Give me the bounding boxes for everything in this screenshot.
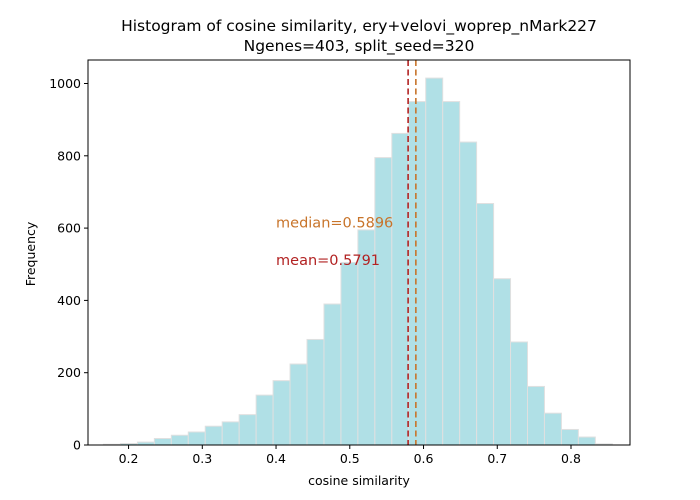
histogram-bar	[577, 436, 596, 446]
histogram-bar	[306, 338, 325, 446]
histogram-bar	[255, 394, 274, 446]
y-tick-label: 800	[57, 148, 81, 163]
histogram-bar	[560, 428, 579, 446]
chart-title: Histogram of cosine similarity, ery+velo…	[121, 17, 597, 36]
histogram-bar	[391, 132, 410, 446]
histogram-bar	[476, 203, 495, 446]
x-tick-label: 0.3	[192, 451, 212, 466]
y-axis-ticks: 0 200 400 600 800 1000	[49, 76, 88, 453]
histogram-bar	[340, 261, 359, 446]
reference-lines	[407, 60, 417, 445]
x-tick-label: 0.4	[266, 451, 286, 466]
histogram-bar	[526, 385, 545, 446]
histogram-bar	[170, 434, 189, 446]
mean-annotation: mean=0.5791	[276, 253, 380, 269]
histogram-bar	[289, 363, 308, 446]
median-annotation: median=0.5896	[276, 216, 393, 232]
y-tick-label: 200	[57, 365, 81, 380]
x-axis-label: cosine similarity	[308, 473, 410, 488]
histogram-bar	[493, 278, 512, 446]
y-tick-label: 600	[57, 221, 81, 236]
histogram-bar	[238, 414, 257, 446]
x-tick-label: 0.6	[414, 451, 434, 466]
histogram-bar	[442, 101, 461, 446]
histogram-bar	[425, 77, 444, 446]
histogram-bar	[459, 141, 478, 446]
chart-subtitle: Ngenes=403, split_seed=320	[244, 37, 475, 56]
histogram-bars	[102, 77, 613, 446]
x-tick-label: 0.2	[119, 451, 139, 466]
histogram-bar	[374, 157, 393, 446]
histogram-bar	[543, 412, 562, 446]
x-tick-label: 0.5	[340, 451, 360, 466]
histogram-bar	[153, 437, 172, 446]
x-axis-ticks: 0.2 0.3 0.4 0.5 0.6 0.7 0.8	[119, 445, 581, 466]
y-tick-label: 1000	[49, 76, 81, 91]
x-tick-label: 0.7	[487, 451, 507, 466]
histogram-bar	[323, 303, 342, 446]
histogram-bar	[221, 421, 240, 446]
histogram-bar	[272, 380, 291, 446]
x-tick-label: 0.8	[561, 451, 581, 466]
histogram-bar	[510, 341, 528, 446]
histogram-bar	[187, 431, 206, 446]
histogram-bar	[204, 425, 223, 446]
y-axis-label: Frequency	[23, 221, 38, 286]
y-tick-label: 0	[73, 438, 81, 453]
plot-frame	[87, 59, 631, 446]
histogram-bar	[408, 101, 427, 446]
y-tick-label: 400	[57, 293, 81, 308]
